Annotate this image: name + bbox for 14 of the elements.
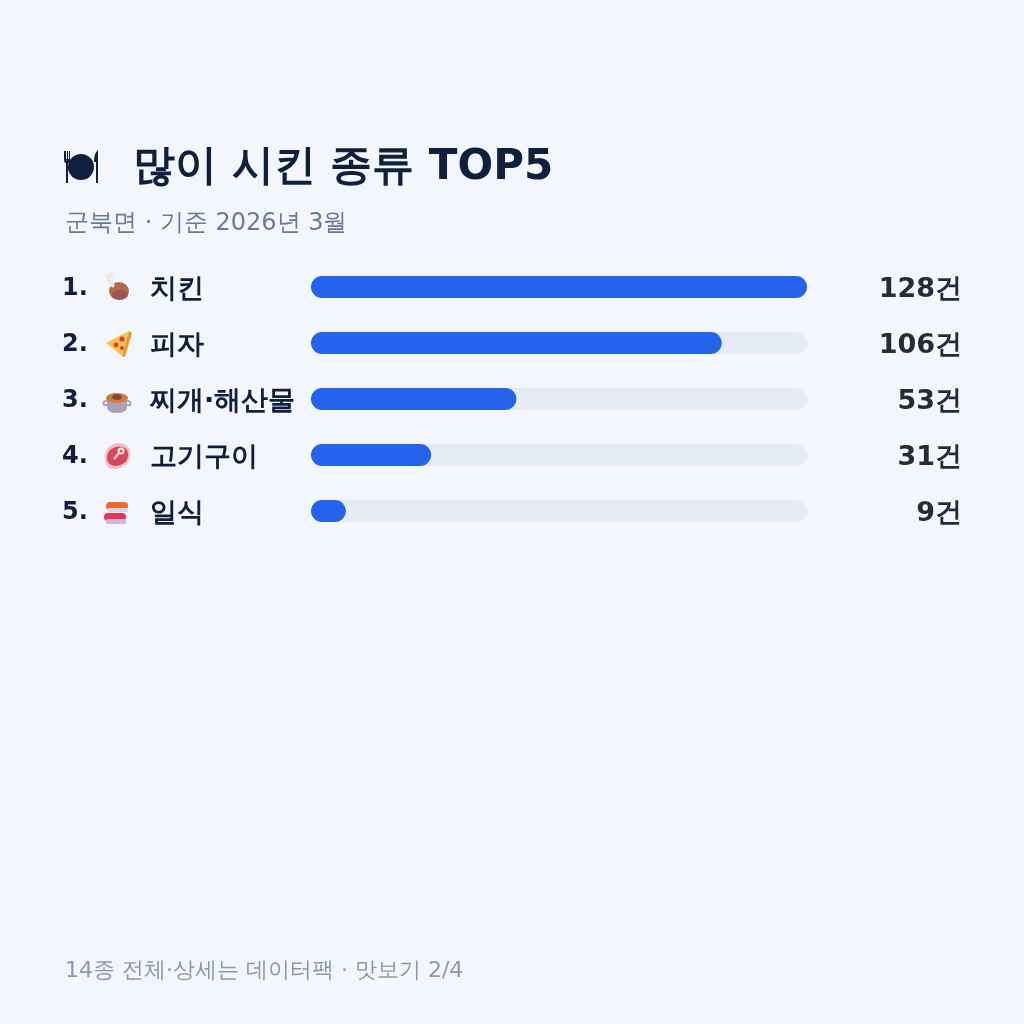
data-label: 106건 [878,327,962,359]
category-label: 1. 치킨 [62,271,204,303]
data-label: 9건 [916,495,962,527]
category-label: 2. 피자 [62,327,204,359]
category-label: 5. 일식 [62,495,204,527]
bar [311,444,432,466]
category-label: 4. 고기구이 [62,439,258,471]
data-label: 128건 [878,271,962,303]
category-label: 3. 찌개·해산물 [62,383,296,415]
data-label: 31건 [897,439,962,471]
chart-title: 많이 시킨 종류 TOP5 [133,139,554,189]
data-label: 53건 [897,383,962,415]
text: 14종 전체·상세는 데이터팩 · 맛보기 2/4 [65,956,464,982]
chart-subtitle: 군북면 · 기준 2026년 3월 [65,208,348,236]
